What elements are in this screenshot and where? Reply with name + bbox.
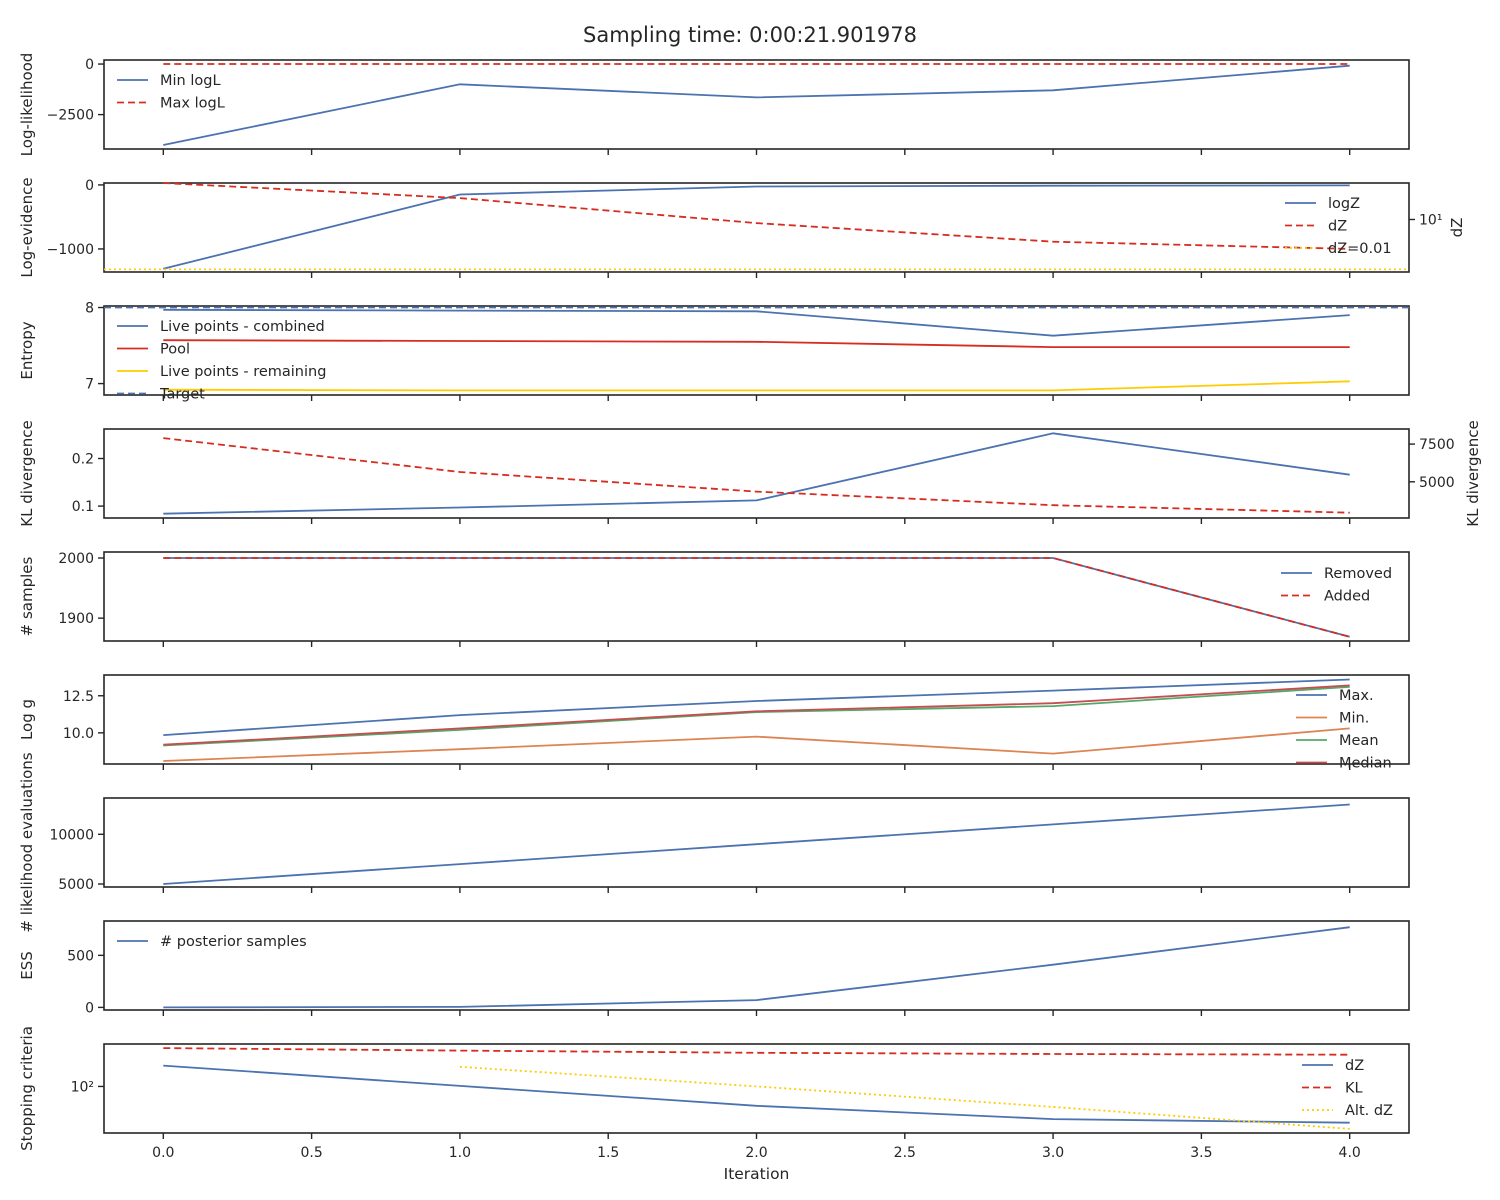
y-tick-label: −1000 — [47, 242, 94, 258]
series-line-2 — [163, 380, 1350, 392]
x-tick-label: 0.5 — [300, 1145, 322, 1161]
y-axis-label: # samples — [18, 556, 36, 636]
series-line-1 — [163, 182, 1350, 250]
axes-frame — [103, 551, 1410, 642]
legend-label: Max. — [1339, 688, 1374, 704]
y-axis-label: Entropy — [18, 321, 36, 379]
legend-label: dZ — [1328, 219, 1347, 235]
y-tick-label: 1900 — [58, 611, 94, 627]
panel-3: 0.1 0.2 5000 7500 KL divergence KL divergence — [18, 420, 1482, 526]
y-tick-label: 7 — [85, 377, 94, 393]
y-tick-label: 5000 — [58, 877, 94, 893]
y-tick-label: 10.0 — [63, 726, 94, 742]
y-tick-label: 0.1 — [72, 499, 94, 515]
panel-5: 10.0 12.5 Log g Max. Min. Mean Median — [18, 674, 1410, 772]
series-line-0 — [163, 1064, 1350, 1124]
series-line-1 — [163, 727, 1350, 762]
series-line-2 — [459, 1065, 1350, 1130]
legend-label: Max logL — [160, 96, 225, 112]
legend-label: KL — [1345, 1081, 1363, 1097]
axes-frame — [103, 797, 1410, 888]
y-axis-label: Log g — [18, 699, 36, 740]
y2-tick-label: 10¹ — [1419, 212, 1442, 228]
series-line-1 — [163, 339, 1350, 349]
axes-frame — [103, 182, 1410, 273]
x-tick-label: 3.5 — [1190, 1145, 1212, 1161]
legend-label: Live points - combined — [160, 319, 325, 335]
y-tick-label: 10² — [71, 1079, 94, 1095]
panel-4: 1900 2000 # samples Removed Added — [18, 551, 1410, 647]
x-axis-label: Iteration — [724, 1165, 790, 1183]
y-tick-label: −2500 — [47, 108, 94, 124]
axes-frame — [103, 428, 1410, 519]
legend-label: Min. — [1339, 711, 1369, 727]
y2-axis-label: KL divergence — [1464, 420, 1482, 526]
y-tick-label: 10000 — [49, 827, 94, 843]
x-tick-label: 2.0 — [745, 1145, 767, 1161]
series-line-1 — [163, 1047, 1350, 1056]
legend-label: Removed — [1324, 566, 1392, 582]
series-line-0 — [163, 64, 1350, 146]
y-axis-label: Log-likelihood — [18, 53, 36, 157]
legend-label: Target — [159, 387, 205, 403]
axes-frame — [103, 59, 1410, 150]
legend-label: dZ — [1345, 1058, 1364, 1074]
y-tick-label: 12.5 — [63, 689, 94, 705]
y2-axis-label: dZ — [1448, 218, 1466, 238]
series-line-0 — [163, 803, 1350, 885]
x-tick-label: 0.0 — [152, 1145, 174, 1161]
panel-1: 0 −1000 10¹ Log-evidence dZ logZ dZ dZ=0.01 — [18, 177, 1466, 278]
y-axis-label: KL divergence — [18, 420, 36, 526]
series-line-0 — [163, 432, 1350, 515]
y-tick-label: 0 — [85, 178, 94, 194]
legend-label: logZ — [1328, 196, 1360, 212]
series-line-0 — [163, 678, 1350, 736]
y-axis-label: ESS — [18, 951, 36, 980]
legend-label: Median — [1339, 756, 1392, 772]
y-tick-label: 0 — [85, 1000, 94, 1016]
panel-8: 10² Stopping criteria dZ KL Alt. dZ 0.0 0.5 1.0… — [18, 1026, 1410, 1183]
x-tick-label: 1.5 — [597, 1145, 619, 1161]
panel-6: 5000 10000 # likelihood evaluations — [18, 752, 1410, 933]
y-tick-label: 8 — [85, 301, 94, 317]
y-tick-label: 0.2 — [72, 452, 94, 468]
panel-2: 8 7 Entropy Live points - combined Pool Live … — [18, 301, 1410, 403]
x-tick-label: 2.5 — [894, 1145, 916, 1161]
y-axis-label: Stopping criteria — [18, 1026, 36, 1151]
axes-frame — [103, 674, 1410, 765]
panel-0: 0 −2500 Log-likelihood Min logL Max logL — [18, 53, 1410, 157]
x-tick-label: 4.0 — [1339, 1145, 1361, 1161]
x-tick-label: 3.0 — [1042, 1145, 1064, 1161]
y-axis-label: # likelihood evaluations — [18, 752, 36, 932]
x-tick-label: 1.0 — [449, 1145, 471, 1161]
y-axis-label: Log-evidence — [18, 177, 36, 277]
legend-label: Alt. dZ — [1345, 1103, 1393, 1119]
figure-title: Sampling time: 0:00:21.901978 — [583, 23, 917, 47]
legend-label: Pool — [160, 342, 190, 358]
panel-7: 0 500 ESS # posterior samples — [18, 920, 1410, 1016]
panels: 0 −2500 Log-likelihood Min logL Max logL 0 −10… — [18, 53, 1482, 1183]
series-line-0 — [163, 184, 1350, 270]
series-line-0 — [163, 557, 1350, 638]
y-tick-label: 0 — [85, 57, 94, 73]
legend-label: Mean — [1339, 733, 1379, 749]
y2-tick-label: 7500 — [1419, 437, 1455, 453]
series-line-3 — [163, 684, 1350, 746]
y-tick-label: 2000 — [58, 551, 94, 567]
legend-label: Added — [1324, 589, 1370, 605]
series-line-0 — [163, 926, 1350, 1009]
series-line-1 — [163, 437, 1350, 514]
legend-label: dZ=0.01 — [1328, 241, 1392, 257]
legend-label: # posterior samples — [160, 934, 307, 950]
y2-tick-label: 5000 — [1419, 475, 1455, 491]
series-line-0 — [163, 308, 1350, 337]
legend-label: Min logL — [160, 73, 221, 89]
series-line-1 — [163, 557, 1350, 638]
y-tick-label: 500 — [67, 948, 94, 964]
legend-label: Live points - remaining — [160, 364, 326, 380]
